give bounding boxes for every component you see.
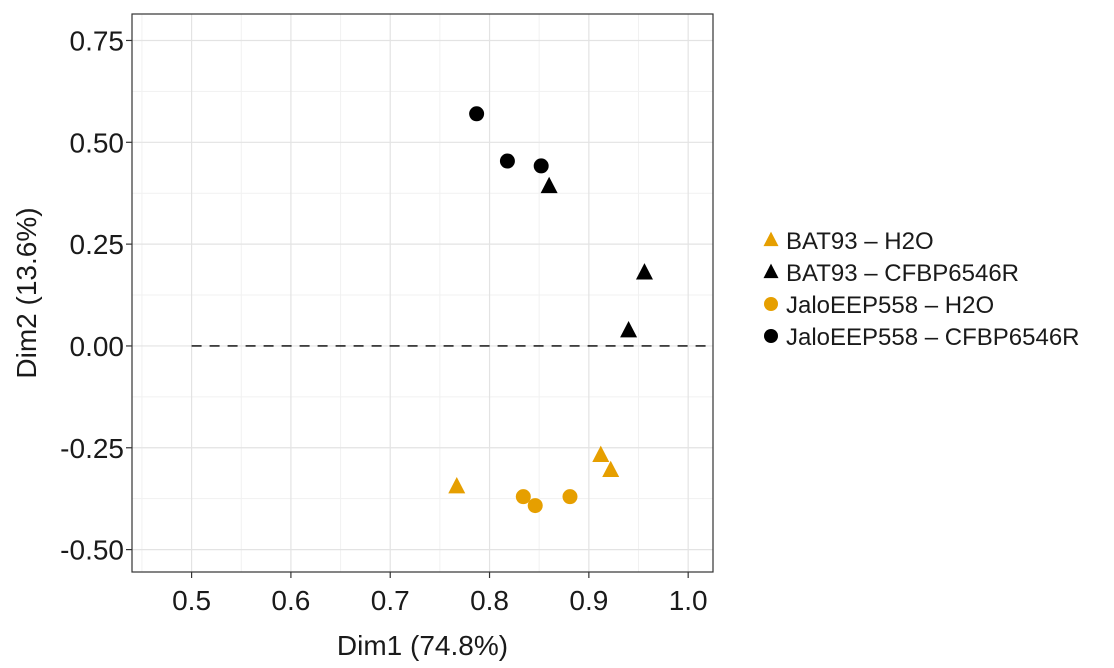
plot-panel-border (131, 13, 714, 573)
legend: BAT93 – H2O BAT93 – CFBP6546R JaloEEP558 –… (763, 228, 1080, 351)
legend-item: BAT93 – H2O (763, 228, 934, 255)
data-point-triangle (448, 476, 466, 494)
legend-item: JaloEEP558 – H2O (764, 292, 994, 319)
x-tick-label: 1.0 (669, 585, 708, 616)
legend-circle-icon (764, 329, 778, 343)
data-point-triangle (602, 460, 620, 478)
legend-label: BAT93 – CFBP6546R (786, 260, 1019, 287)
data-point-circle (469, 106, 485, 122)
y-axis-label: Dim2 (13.6%) (11, 207, 42, 378)
data-point-circle (515, 489, 531, 505)
x-tick-label: 0.5 (172, 585, 211, 616)
grid (132, 14, 713, 572)
x-tick-label: 0.6 (271, 585, 310, 616)
x-tick-label: 0.9 (569, 585, 608, 616)
data-points (448, 106, 653, 514)
y-tick-label: -0.50 (60, 535, 124, 566)
data-point-triangle (620, 320, 638, 338)
data-point-circle (499, 153, 515, 169)
x-axis-label: Dim1 (74.8%) (337, 630, 508, 661)
x-tick-label: 0.8 (470, 585, 509, 616)
legend-item: JaloEEP558 – CFBP6546R (764, 324, 1080, 351)
data-point-triangle (635, 263, 653, 280)
y-tick-label: 0.00 (70, 331, 125, 362)
data-point-circle (562, 489, 578, 505)
legend-label: JaloEEP558 – CFBP6546R (786, 324, 1080, 351)
legend-triangle-icon (763, 231, 779, 247)
y-tick-label: 0.50 (70, 127, 125, 158)
x-tick-label: 0.7 (371, 585, 410, 616)
y-tick-label: 0.25 (70, 229, 125, 260)
legend-label: BAT93 – H2O (786, 228, 934, 255)
data-point-triangle (540, 176, 558, 194)
data-point-circle (527, 498, 543, 514)
y-tick-label: 0.75 (70, 25, 125, 56)
y-axis: -0.50 -0.25 0.00 0.25 0.50 0.75 (60, 25, 132, 566)
data-point-circle (533, 158, 549, 174)
y-tick-label: -0.25 (60, 433, 124, 464)
legend-label: JaloEEP558 – H2O (786, 292, 994, 319)
legend-triangle-icon (763, 263, 779, 279)
x-axis: 0.5 0.6 0.7 0.8 0.9 1.0 (172, 572, 708, 616)
legend-item: BAT93 – CFBP6546R (763, 260, 1019, 287)
legend-circle-icon (764, 297, 778, 311)
data-point-triangle (592, 445, 610, 462)
